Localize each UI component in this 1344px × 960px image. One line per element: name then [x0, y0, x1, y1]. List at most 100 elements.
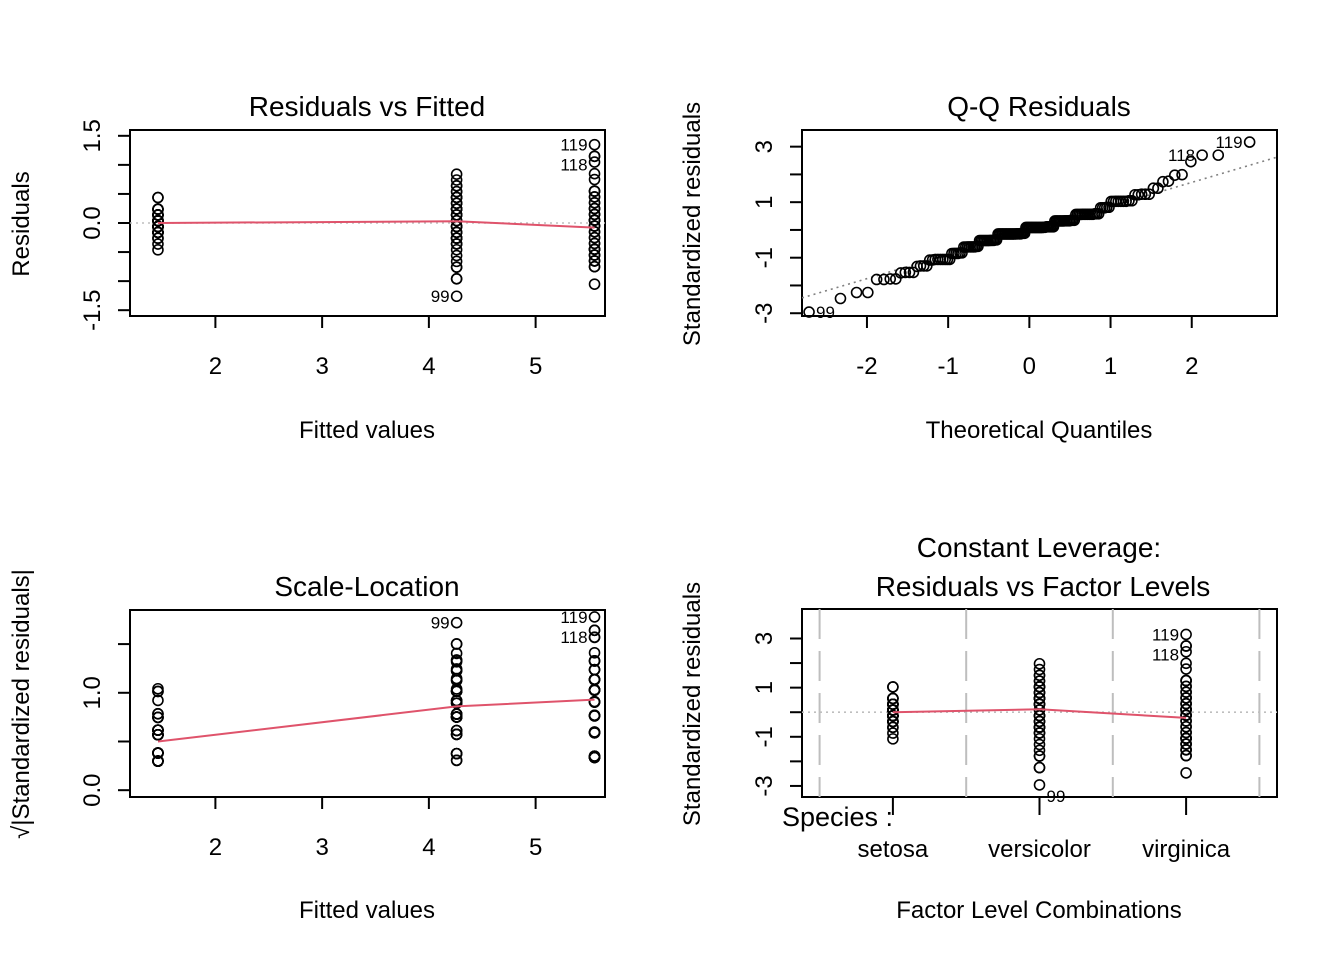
y-axis-label: Residuals [8, 171, 35, 276]
panel-title: Residuals vs Fitted [249, 91, 486, 122]
panel-qq-residuals: Q-Q Residuals Theoretical Quantiles Stan… [679, 91, 1278, 444]
point-label-99: 99 [1047, 787, 1066, 806]
data-point [152, 707, 164, 720]
data-point [152, 209, 164, 221]
x-tick-label: 2 [209, 353, 222, 380]
point-label-119: 119 [1152, 625, 1179, 644]
data-point [588, 624, 601, 637]
data-point [887, 709, 899, 722]
x-tick-label: setosa [858, 836, 929, 863]
x-axis-label: Fitted values [299, 897, 435, 924]
data-point [1180, 640, 1192, 652]
data-point [152, 214, 164, 227]
data-point [152, 728, 164, 741]
x-tick-label: 1 [1104, 353, 1117, 380]
panel-residuals-vs-fitted: Residuals vs Fitted Fitted values Residu… [8, 91, 606, 444]
data-point [1033, 663, 1046, 676]
data-point [152, 191, 164, 204]
data-point [588, 231, 601, 244]
data-point [450, 290, 463, 303]
data-point [450, 747, 463, 760]
data-point [152, 203, 164, 215]
data-point [1180, 726, 1192, 739]
data-point [1033, 681, 1046, 693]
y-tick-label: -3 [751, 303, 778, 324]
panel-subtitle: Residuals vs Factor Levels [876, 571, 1211, 602]
data-point [450, 220, 463, 233]
data-point [588, 249, 601, 261]
x-tick-label: 4 [422, 834, 435, 861]
data-point [907, 266, 920, 279]
data-point [588, 156, 601, 168]
data-point [1185, 155, 1197, 168]
data-point [862, 286, 874, 299]
data-point [1033, 779, 1046, 791]
data-point [450, 209, 463, 221]
data-point [588, 185, 601, 197]
data-point [1033, 732, 1046, 745]
data-point [1033, 692, 1046, 705]
data-point [1180, 709, 1192, 722]
data-point [450, 185, 463, 198]
x-tick-label: 0 [1023, 353, 1036, 380]
y-tick-label: -3 [751, 775, 778, 796]
point-label-118: 118 [1168, 146, 1195, 165]
data-point [870, 273, 883, 286]
y-axis-label: √|Standardized residuals| [8, 569, 35, 839]
data-point [588, 220, 601, 232]
x-tick-label: virginica [1142, 836, 1231, 863]
panel-residuals-vs-factor-levels: Constant Leverage: Residuals vs Factor L… [679, 532, 1278, 924]
data-point [450, 238, 463, 250]
data-point [152, 244, 164, 256]
data-point [450, 226, 463, 239]
data-point [887, 727, 899, 739]
y-axis-label: Standardized residuals [679, 102, 706, 346]
data-point [450, 638, 463, 650]
data-point [152, 694, 164, 707]
x-tick-label: -2 [856, 353, 877, 380]
data-point [152, 685, 164, 698]
data-point [887, 681, 899, 693]
smoother-line [157, 698, 595, 743]
y-axis-label: Standardized residuals [679, 582, 706, 826]
plot-frame [129, 609, 606, 798]
y-tick-label: 1 [751, 195, 778, 208]
data-point [450, 191, 463, 204]
data-point [917, 260, 930, 272]
x-tick-label: 2 [209, 834, 222, 861]
data-point [887, 721, 899, 734]
x-axis-label: Factor Level Combinations [896, 897, 1181, 924]
data-point [588, 684, 601, 696]
plot-frame [801, 129, 1278, 317]
data-point [914, 260, 927, 272]
point-label-119: 119 [560, 136, 587, 155]
data-point [1180, 680, 1192, 693]
data-point [450, 697, 463, 709]
data-point [450, 255, 463, 268]
data-point [588, 278, 601, 290]
data-point [1180, 720, 1192, 733]
data-point [1180, 697, 1192, 710]
data-point [588, 202, 601, 215]
y-tick-label: 1.5 [79, 119, 106, 152]
data-point [899, 266, 912, 279]
data-point [588, 237, 601, 250]
smoother-line [157, 220, 595, 229]
data-point [1180, 657, 1192, 670]
data-point [588, 243, 601, 256]
data-point [1243, 136, 1256, 148]
data-point [1176, 168, 1188, 181]
data-point [1180, 686, 1192, 698]
data-point [588, 208, 601, 221]
data-point [894, 267, 907, 279]
x-axis-label: Theoretical Quantiles [926, 417, 1153, 444]
data-point [1180, 744, 1192, 756]
panel-title: Q-Q Residuals [947, 91, 1131, 122]
data-point [588, 255, 601, 267]
x-tick-label: -1 [937, 353, 958, 380]
data-point [1162, 175, 1175, 187]
data-point [152, 755, 164, 767]
x-tick-label: 4 [422, 353, 435, 380]
data-point [450, 180, 463, 192]
data-point [1180, 703, 1192, 716]
